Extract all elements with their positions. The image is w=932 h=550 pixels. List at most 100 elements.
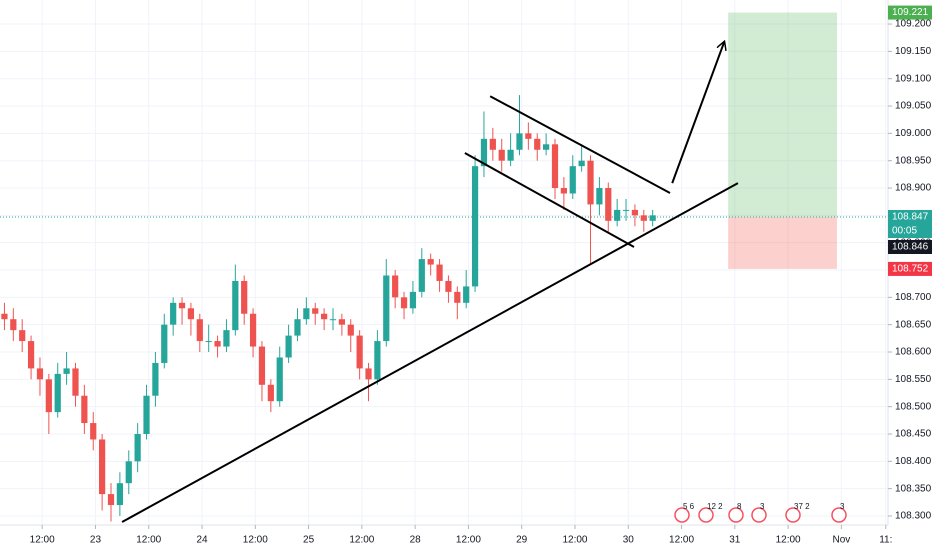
y-tick-label: 108.600 [895,347,932,358]
price-tag [888,5,932,20]
candle-body [205,341,212,343]
candle-body [569,166,576,194]
price-tag [888,239,932,254]
candle-body [383,275,390,342]
event-count: 3 [840,502,845,511]
x-tick-label: 29 [516,535,528,546]
candle-body [338,319,345,325]
trend-line [464,152,635,248]
candle-body [36,368,44,380]
candle-body [223,330,230,347]
candle-body [196,319,203,342]
y-tick-label: 108.950 [895,155,932,166]
events: 5 6 12 2 8 3 37 2 3 [674,502,847,523]
y-tick-label: 109.100 [895,73,932,84]
candle-body [614,209,621,221]
arrow [671,42,724,184]
trend-line [121,182,739,523]
candle-body [19,330,26,342]
candle-body [596,188,603,205]
event-icon [785,507,801,523]
y-tick-label: 108.500 [895,401,932,412]
stop-zone [728,216,837,269]
price-tag-label: 109.221 [892,7,929,18]
candle-body [267,384,274,402]
price-tag [888,209,932,224]
y-tick-label: 109.050 [895,101,932,112]
candle-body [534,138,541,150]
price-tag-label: 108.752 [892,264,929,275]
candle-body [81,395,88,424]
candle-body [374,341,381,380]
x-tick-label: 12:00 [669,535,694,546]
candle-body [285,335,292,358]
x-tick-label: 12:00 [30,535,55,546]
trend-line [489,95,671,194]
price-tag-label: 00:05 [892,226,917,237]
position-tool [0,12,888,269]
candle-body [294,319,301,336]
y-tick-label: 108.900 [895,183,932,194]
target-zone [728,12,837,217]
candle-body [507,149,514,161]
candle-body [90,423,97,440]
y-tick-label: 108.400 [895,456,932,467]
candle-body [187,308,195,320]
candle-body [471,166,479,287]
price-tag-label: 108.847 [892,212,929,223]
y-tick-label: 109.200 [895,19,932,30]
candle-body [463,286,470,303]
candle-body [622,209,630,211]
x-tick-label: Nov [832,535,850,546]
candle-body [321,313,328,320]
candle-body [400,297,408,309]
candle-body [303,308,310,320]
candle-body [445,280,452,292]
candle-body [312,308,319,314]
candle-body [72,368,79,396]
candle-body [54,373,61,413]
candle-body [436,264,443,281]
candle-body [170,302,177,325]
y-tick-label: 108.650 [895,319,932,330]
candle-body [543,144,550,150]
x-tick-label: 12:00 [243,535,268,546]
candle-body [480,138,488,167]
candle-body [99,439,106,495]
x-tick-label: 12:00 [349,535,374,546]
x-tick-label: 23 [90,535,102,546]
candle-body [161,324,168,363]
y-tick-label: 109.150 [895,46,932,57]
candle-body [249,313,257,347]
x-tick-label: 12:00 [562,535,587,546]
price-tag-label: 108.846 [892,242,929,253]
x-tick-label: 31 [729,535,741,546]
drawings [121,42,739,523]
candle-body [392,275,399,298]
y-tick-label: 108.300 [895,511,932,522]
y-tick-label: 109.000 [895,128,932,139]
candle-body [27,341,35,369]
event-count: 3 [760,502,765,511]
candle-body [489,138,496,150]
y-tick-label: 108.700 [895,292,932,303]
event-icon [698,507,714,523]
candle-body [63,368,70,374]
price-labels: 109.221 108.847 00:05 108.846 108.752 [888,5,932,276]
candle-body [356,335,363,369]
event-icon [831,507,847,523]
x-tick-label: 30 [623,535,635,546]
candle-body [10,319,17,331]
candle-body [578,160,585,167]
candle-body [640,215,647,221]
candle-body [45,379,52,413]
candle-body [560,188,567,194]
x-tick-label: 25 [303,535,315,546]
event-icon [728,507,744,523]
candle-body [649,215,656,221]
candle-body [418,259,425,292]
candle-body [116,483,123,506]
candle-body [125,461,132,484]
candle-body [214,341,221,347]
y-tick-label: 108.350 [895,483,932,494]
